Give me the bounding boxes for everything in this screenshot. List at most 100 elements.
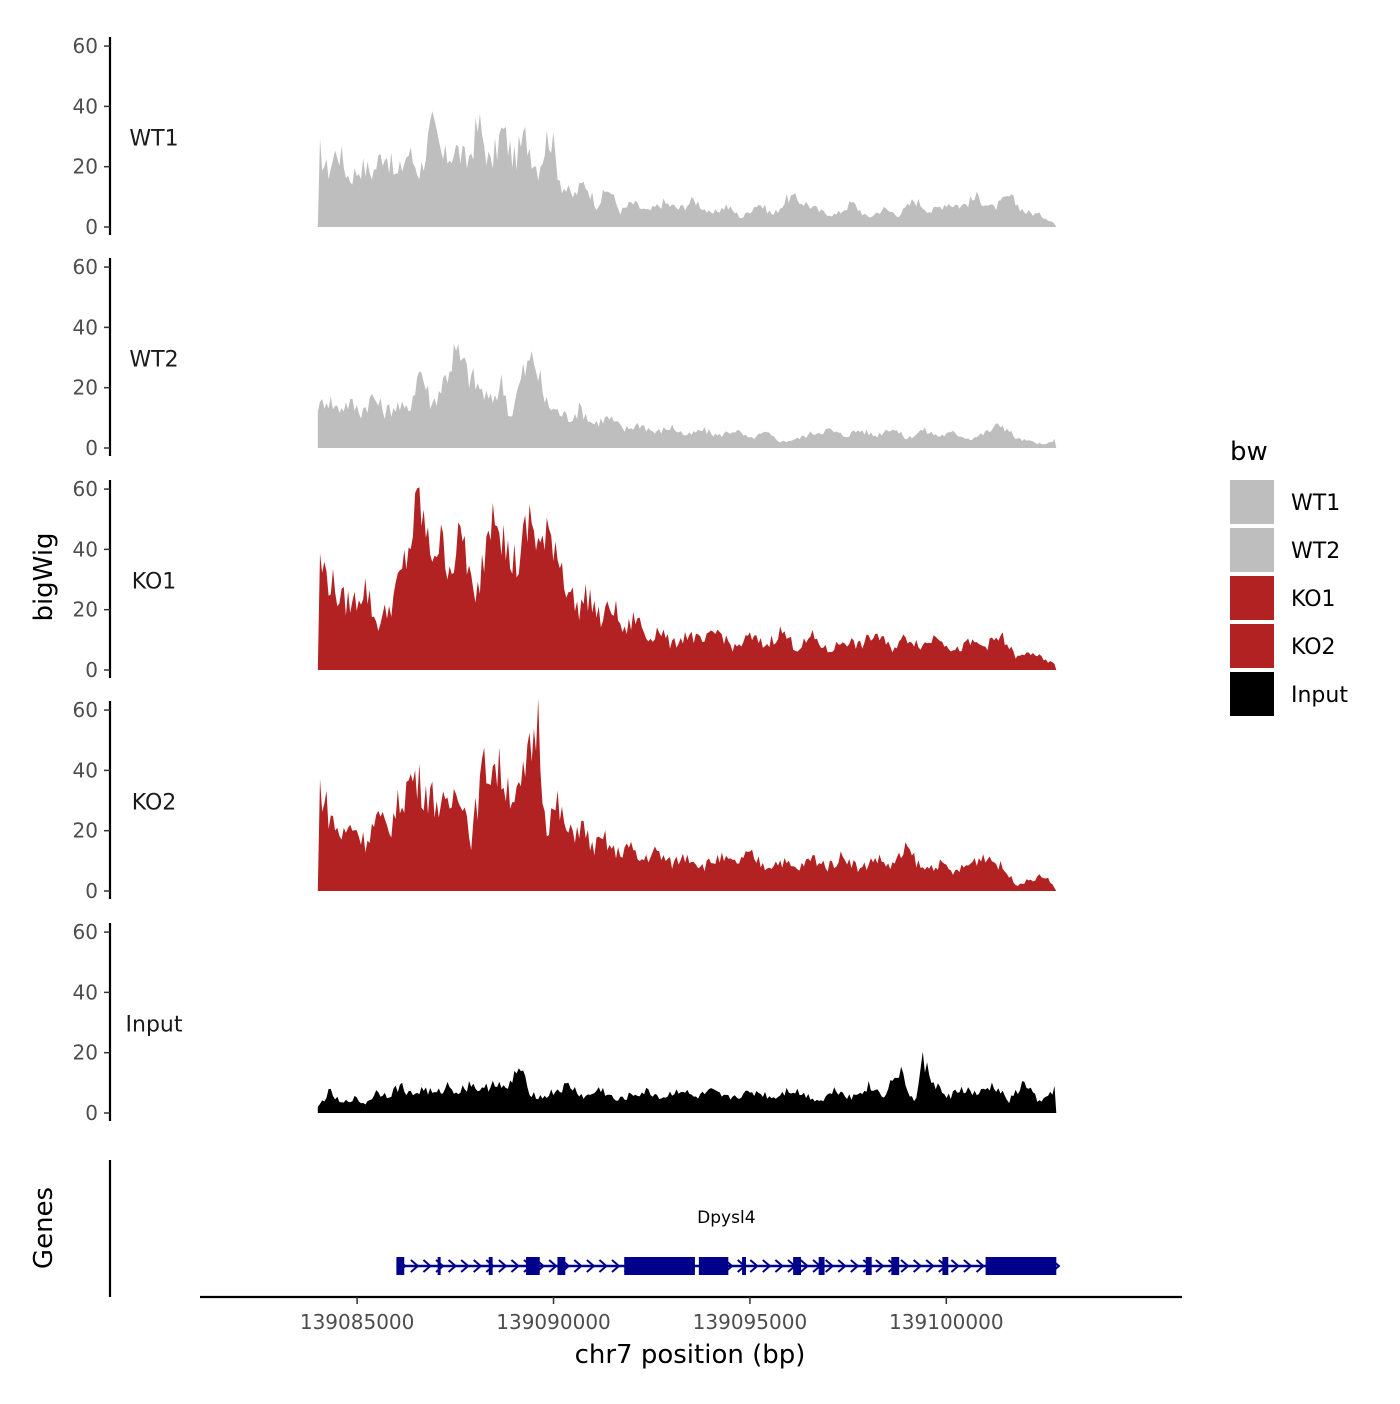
legend-label-wt2: WT2: [1291, 539, 1340, 564]
y-tick-label: 20: [73, 376, 98, 400]
strand-arrow-icon: [485, 1259, 495, 1273]
legend-title: bw: [1230, 437, 1268, 467]
legend-swatch-input: [1230, 672, 1274, 716]
legend-swatch-ko1: [1230, 576, 1274, 620]
track-label: Input: [126, 1013, 183, 1038]
coverage-area-wt2: [317, 343, 1057, 448]
y-tick-label: 40: [73, 94, 98, 118]
legend-label-wt1: WT1: [1291, 491, 1340, 516]
x-axis: 139085000 139090000 139095000 139100000: [200, 1295, 1182, 1334]
y-tick-label: 0: [85, 1101, 98, 1125]
strand-arrow-icon: [963, 1259, 973, 1273]
y-tick-label: 20: [73, 155, 98, 179]
track-wt1: 0 20 40 60 WT1: [73, 34, 1057, 239]
strand-arrow-icon: [950, 1259, 960, 1273]
coverage-area-ko1: [317, 487, 1057, 670]
strand-arrow-icon: [460, 1259, 470, 1273]
y-tick-label: 20: [73, 598, 98, 622]
gene-name: Dpysl4: [697, 1208, 755, 1228]
coverage-area-ko2: [317, 698, 1057, 891]
gene-exon: [818, 1257, 825, 1275]
strand-arrow-icon: [586, 1259, 596, 1273]
y-tick-label: 0: [85, 658, 98, 682]
y-tick-label: 20: [73, 819, 98, 843]
strand-arrow-icon: [762, 1259, 772, 1273]
strand-arrow-icon: [611, 1259, 621, 1273]
gene-exon: [865, 1257, 872, 1275]
legend-swatch-wt2: [1230, 528, 1274, 572]
y-tick-label: 60: [73, 477, 98, 501]
y-tick-label: 20: [73, 1041, 98, 1065]
strand-arrow-icon: [749, 1259, 759, 1273]
strand-arrow-icon: [510, 1259, 520, 1273]
y-tick-label: 0: [85, 879, 98, 903]
legend-swatch-ko2: [1230, 624, 1274, 668]
genes-axis-title: Genes: [29, 1187, 59, 1269]
track-label: WT2: [129, 348, 178, 373]
strand-arrow-icon: [447, 1259, 458, 1273]
strand-arrow-icon: [573, 1259, 583, 1273]
gene-exon: [624, 1257, 695, 1275]
y-tick-label: 0: [85, 436, 98, 460]
strand-arrow-icon: [837, 1259, 847, 1273]
track-ko1: 0 20 40 60 KO1: [73, 477, 1057, 682]
gene-exon: [557, 1257, 566, 1275]
legend-label-ko1: KO1: [1291, 587, 1336, 612]
strand-arrow-icon: [825, 1259, 835, 1273]
gene-exon: [396, 1257, 405, 1275]
gene-exon: [698, 1257, 729, 1275]
gene-exon: [793, 1257, 801, 1275]
track-label: KO2: [132, 791, 177, 816]
y-tick-label: 40: [73, 315, 98, 339]
gene-exon: [942, 1257, 949, 1275]
coverage-area-wt1: [317, 111, 1057, 227]
legend-label-input: Input: [1291, 683, 1348, 708]
strand-arrow-icon: [598, 1259, 608, 1273]
gene-exon: [742, 1257, 746, 1275]
y-tick-label: 60: [73, 920, 98, 944]
legend-label-ko2: KO2: [1291, 635, 1336, 660]
strand-arrow-icon: [912, 1259, 923, 1273]
y-tick-label: 60: [73, 34, 98, 58]
coverage-tracks: 0 20 40 60 WT1 0 20 40 60 WT2 0 20 40 60 KO1 0 20 40 60 KO2…: [73, 34, 1057, 1125]
y-tick-label: 60: [73, 255, 98, 279]
track-wt2: 0 20 40 60 WT2: [73, 255, 1057, 460]
x-tick-label: 139090000: [496, 1310, 611, 1334]
strand-arrow-icon: [799, 1259, 810, 1273]
y-tick-label: 40: [73, 758, 98, 782]
x-tick-label: 139085000: [300, 1310, 415, 1334]
gene-exon: [437, 1257, 441, 1275]
strand-arrow-icon: [410, 1259, 420, 1273]
strand-arrow-icon: [975, 1259, 986, 1273]
gene-exon: [488, 1257, 493, 1275]
strand-arrow-icon: [875, 1259, 885, 1273]
gene-exon: [891, 1257, 900, 1275]
y-tick-label: 40: [73, 980, 98, 1004]
x-tick-label: 139100000: [889, 1310, 1004, 1334]
strand-arrow-icon: [473, 1259, 483, 1273]
strand-arrow-icon: [422, 1259, 432, 1273]
x-axis-title: chr7 position (bp): [575, 1340, 806, 1370]
y-axis-title: bigWig: [29, 532, 59, 621]
strand-arrow-icon: [548, 1259, 558, 1273]
gene-exon: [985, 1257, 1057, 1275]
gene-track: Dpysl4: [108, 1160, 1061, 1297]
legend-swatch-wt1: [1230, 480, 1274, 524]
gene-exon: [526, 1257, 540, 1275]
strand-arrow-icon: [850, 1259, 860, 1273]
y-tick-label: 40: [73, 537, 98, 561]
x-tick-label: 139095000: [693, 1310, 808, 1334]
y-tick-label: 60: [73, 698, 98, 722]
track-label: WT1: [129, 127, 178, 152]
track-label: KO1: [132, 570, 177, 595]
strand-arrow-icon: [774, 1259, 784, 1273]
track-input: 0 20 40 60 Input: [73, 920, 1057, 1125]
track-ko2: 0 20 40 60 KO2: [73, 698, 1057, 903]
y-tick-label: 0: [85, 215, 98, 239]
strand-arrow-icon: [925, 1259, 935, 1273]
strand-arrow-icon: [900, 1259, 910, 1273]
strand-arrow-icon: [498, 1259, 508, 1273]
coverage-area-input: [317, 1051, 1057, 1113]
